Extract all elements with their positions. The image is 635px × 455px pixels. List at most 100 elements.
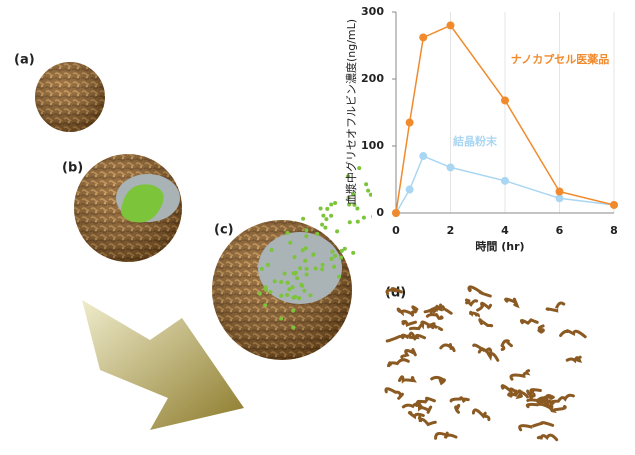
figure: (a) (b) (c) (d) 血漿中グリセオフルビン濃度(ng/mL) 時間 … (0, 0, 635, 455)
drug-dot (320, 267, 324, 271)
chain (530, 394, 534, 398)
x-tick-label: 4 (501, 224, 509, 237)
chain (521, 320, 537, 323)
drug-dot (283, 272, 287, 276)
drug-dot (329, 214, 333, 218)
x-tick-label: 8 (610, 224, 618, 237)
drug-dot (314, 267, 318, 271)
data-point (501, 96, 509, 104)
drug-dot (304, 228, 308, 232)
chain (478, 303, 491, 310)
x-axis-label: 時間 (hr) (475, 239, 524, 253)
chain (561, 331, 586, 337)
series-label: ナノカプセル医薬品 (511, 52, 609, 66)
data-point (406, 186, 414, 194)
drug-dot (321, 214, 325, 218)
data-point (406, 119, 414, 127)
drug-dot (293, 255, 297, 259)
drug-dot (297, 296, 301, 300)
chain (473, 410, 489, 420)
chain (451, 398, 468, 402)
drug-dot (348, 220, 352, 224)
drug-dot (264, 288, 268, 292)
chart: 血漿中グリセオフルビン濃度(ng/mL) 時間 (hr) 02468010020… (344, 0, 635, 260)
chain (441, 345, 454, 351)
data-point (447, 21, 455, 29)
chain (520, 423, 553, 430)
drug-dot (269, 290, 273, 294)
drug-dot (279, 280, 283, 284)
chain (547, 303, 564, 311)
data-point (419, 152, 427, 160)
chain (427, 314, 442, 318)
panel-label: (a) (14, 53, 35, 68)
y-axis-label: 血漿中グリセオフルビン濃度(ng/mL) (344, 19, 358, 205)
chain (400, 377, 414, 381)
data-point (501, 177, 509, 185)
chain (527, 404, 551, 409)
drug-dot (330, 250, 334, 254)
particle-a (35, 62, 105, 132)
drug-dot (286, 281, 290, 285)
chain (469, 287, 490, 296)
drug-dot (304, 246, 308, 250)
drug-dot (291, 309, 295, 313)
chain (538, 435, 556, 440)
y-tick-label: 0 (376, 206, 384, 219)
series-label: 結晶粉末 (453, 134, 498, 148)
drug-dot (321, 263, 325, 267)
drug-dot (263, 303, 267, 307)
drug-dot (319, 207, 323, 211)
drug-dot (279, 317, 283, 321)
drug-dot (333, 201, 337, 205)
drug-dot (366, 189, 370, 193)
drug-dot (286, 231, 290, 235)
chain (471, 312, 479, 315)
drug-dot (260, 267, 264, 271)
drug-dot (325, 207, 329, 211)
drug-dot (258, 292, 262, 296)
drug-dot (308, 293, 312, 297)
y-tick-label: 300 (361, 5, 384, 18)
drug-dot (292, 271, 296, 275)
drug-dot (333, 254, 337, 258)
chain (409, 413, 423, 417)
drug-dot (330, 257, 334, 261)
chain (539, 326, 544, 332)
drug-dot (266, 263, 270, 267)
chain (418, 398, 435, 403)
data-point (610, 201, 618, 209)
chain (466, 300, 476, 305)
drug-dot (339, 256, 343, 260)
chain (386, 389, 403, 399)
chain (480, 320, 492, 326)
particle-c (212, 220, 352, 360)
data-point (556, 188, 564, 196)
chain (417, 403, 431, 412)
drug-dot (288, 241, 292, 245)
chain (552, 395, 573, 403)
drug-dot (364, 182, 368, 186)
drug-dot (323, 226, 327, 230)
chain (403, 321, 416, 324)
chain (402, 350, 416, 357)
drug-dot (355, 207, 359, 211)
drug-dot (362, 216, 366, 220)
drug-dot (301, 217, 305, 221)
panel-label: (c) (214, 223, 234, 238)
drug-dot (295, 276, 299, 280)
drug-dot (279, 294, 283, 298)
polymer-chains (386, 287, 585, 440)
drug-dot (356, 220, 360, 224)
y-tick-label: 200 (361, 72, 384, 85)
drug-dot (332, 265, 336, 269)
chain (432, 377, 445, 383)
drug-dot (270, 248, 274, 252)
drug-dot (303, 259, 307, 263)
chain (389, 360, 409, 367)
chain (519, 392, 528, 397)
x-tick-label: 6 (556, 224, 564, 237)
x-tick-label: 0 (392, 224, 400, 237)
data-point (447, 163, 455, 171)
drug-dot (305, 267, 309, 271)
